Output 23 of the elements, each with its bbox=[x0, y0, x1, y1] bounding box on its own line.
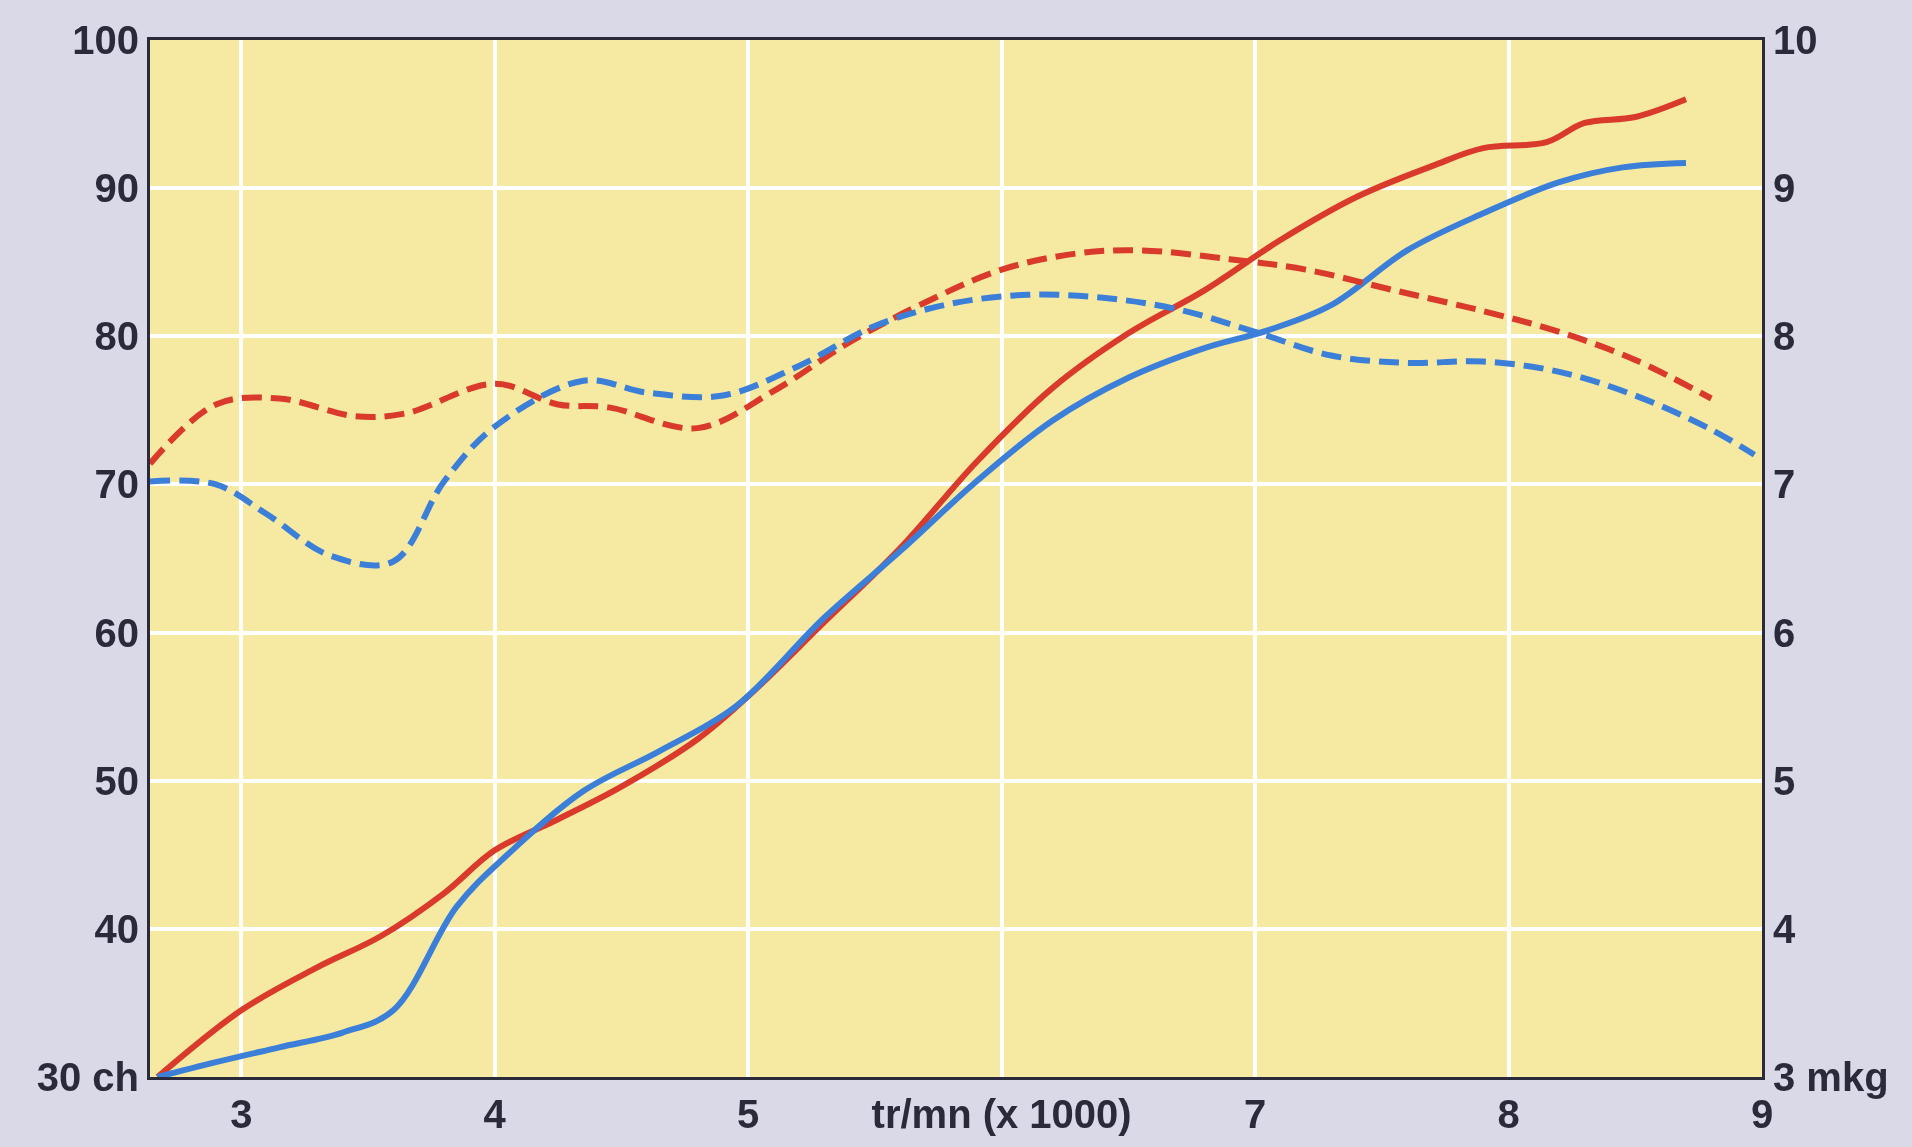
y-tick-label: 60 bbox=[94, 610, 139, 655]
y2-tick-label: 10 bbox=[1773, 18, 1818, 62]
y2-tick-label: 5 bbox=[1773, 758, 1796, 803]
y-tick-label: 90 bbox=[94, 166, 139, 211]
x-tick-label: 8 bbox=[1497, 1092, 1520, 1136]
x-tick-label: 4 bbox=[483, 1092, 507, 1136]
y-tick-label: 40 bbox=[94, 906, 139, 951]
x-tick-label: 9 bbox=[1750, 1092, 1774, 1136]
y-tick-label: 80 bbox=[94, 314, 139, 359]
y2-tick-label: 4 bbox=[1773, 906, 1796, 951]
x-tick-label: tr/mn (x 1000) bbox=[871, 1092, 1132, 1136]
y2-tick-label: 6 bbox=[1773, 610, 1796, 655]
y2-tick-label: 9 bbox=[1773, 166, 1796, 211]
x-tick-label: 3 bbox=[230, 1092, 253, 1136]
y2-tick-label: 3 mkg bbox=[1773, 1055, 1889, 1099]
y2-tick-label: 7 bbox=[1773, 462, 1796, 507]
x-tick-label: 5 bbox=[737, 1092, 760, 1136]
y-tick-label: 70 bbox=[94, 462, 139, 507]
y-tick-label: 100 bbox=[72, 18, 139, 62]
y-tick-label: 30 ch bbox=[36, 1055, 139, 1099]
x-tick-label: 7 bbox=[1243, 1092, 1267, 1136]
y-tick-label: 50 bbox=[94, 758, 139, 803]
y2-tick-label: 8 bbox=[1773, 314, 1796, 359]
